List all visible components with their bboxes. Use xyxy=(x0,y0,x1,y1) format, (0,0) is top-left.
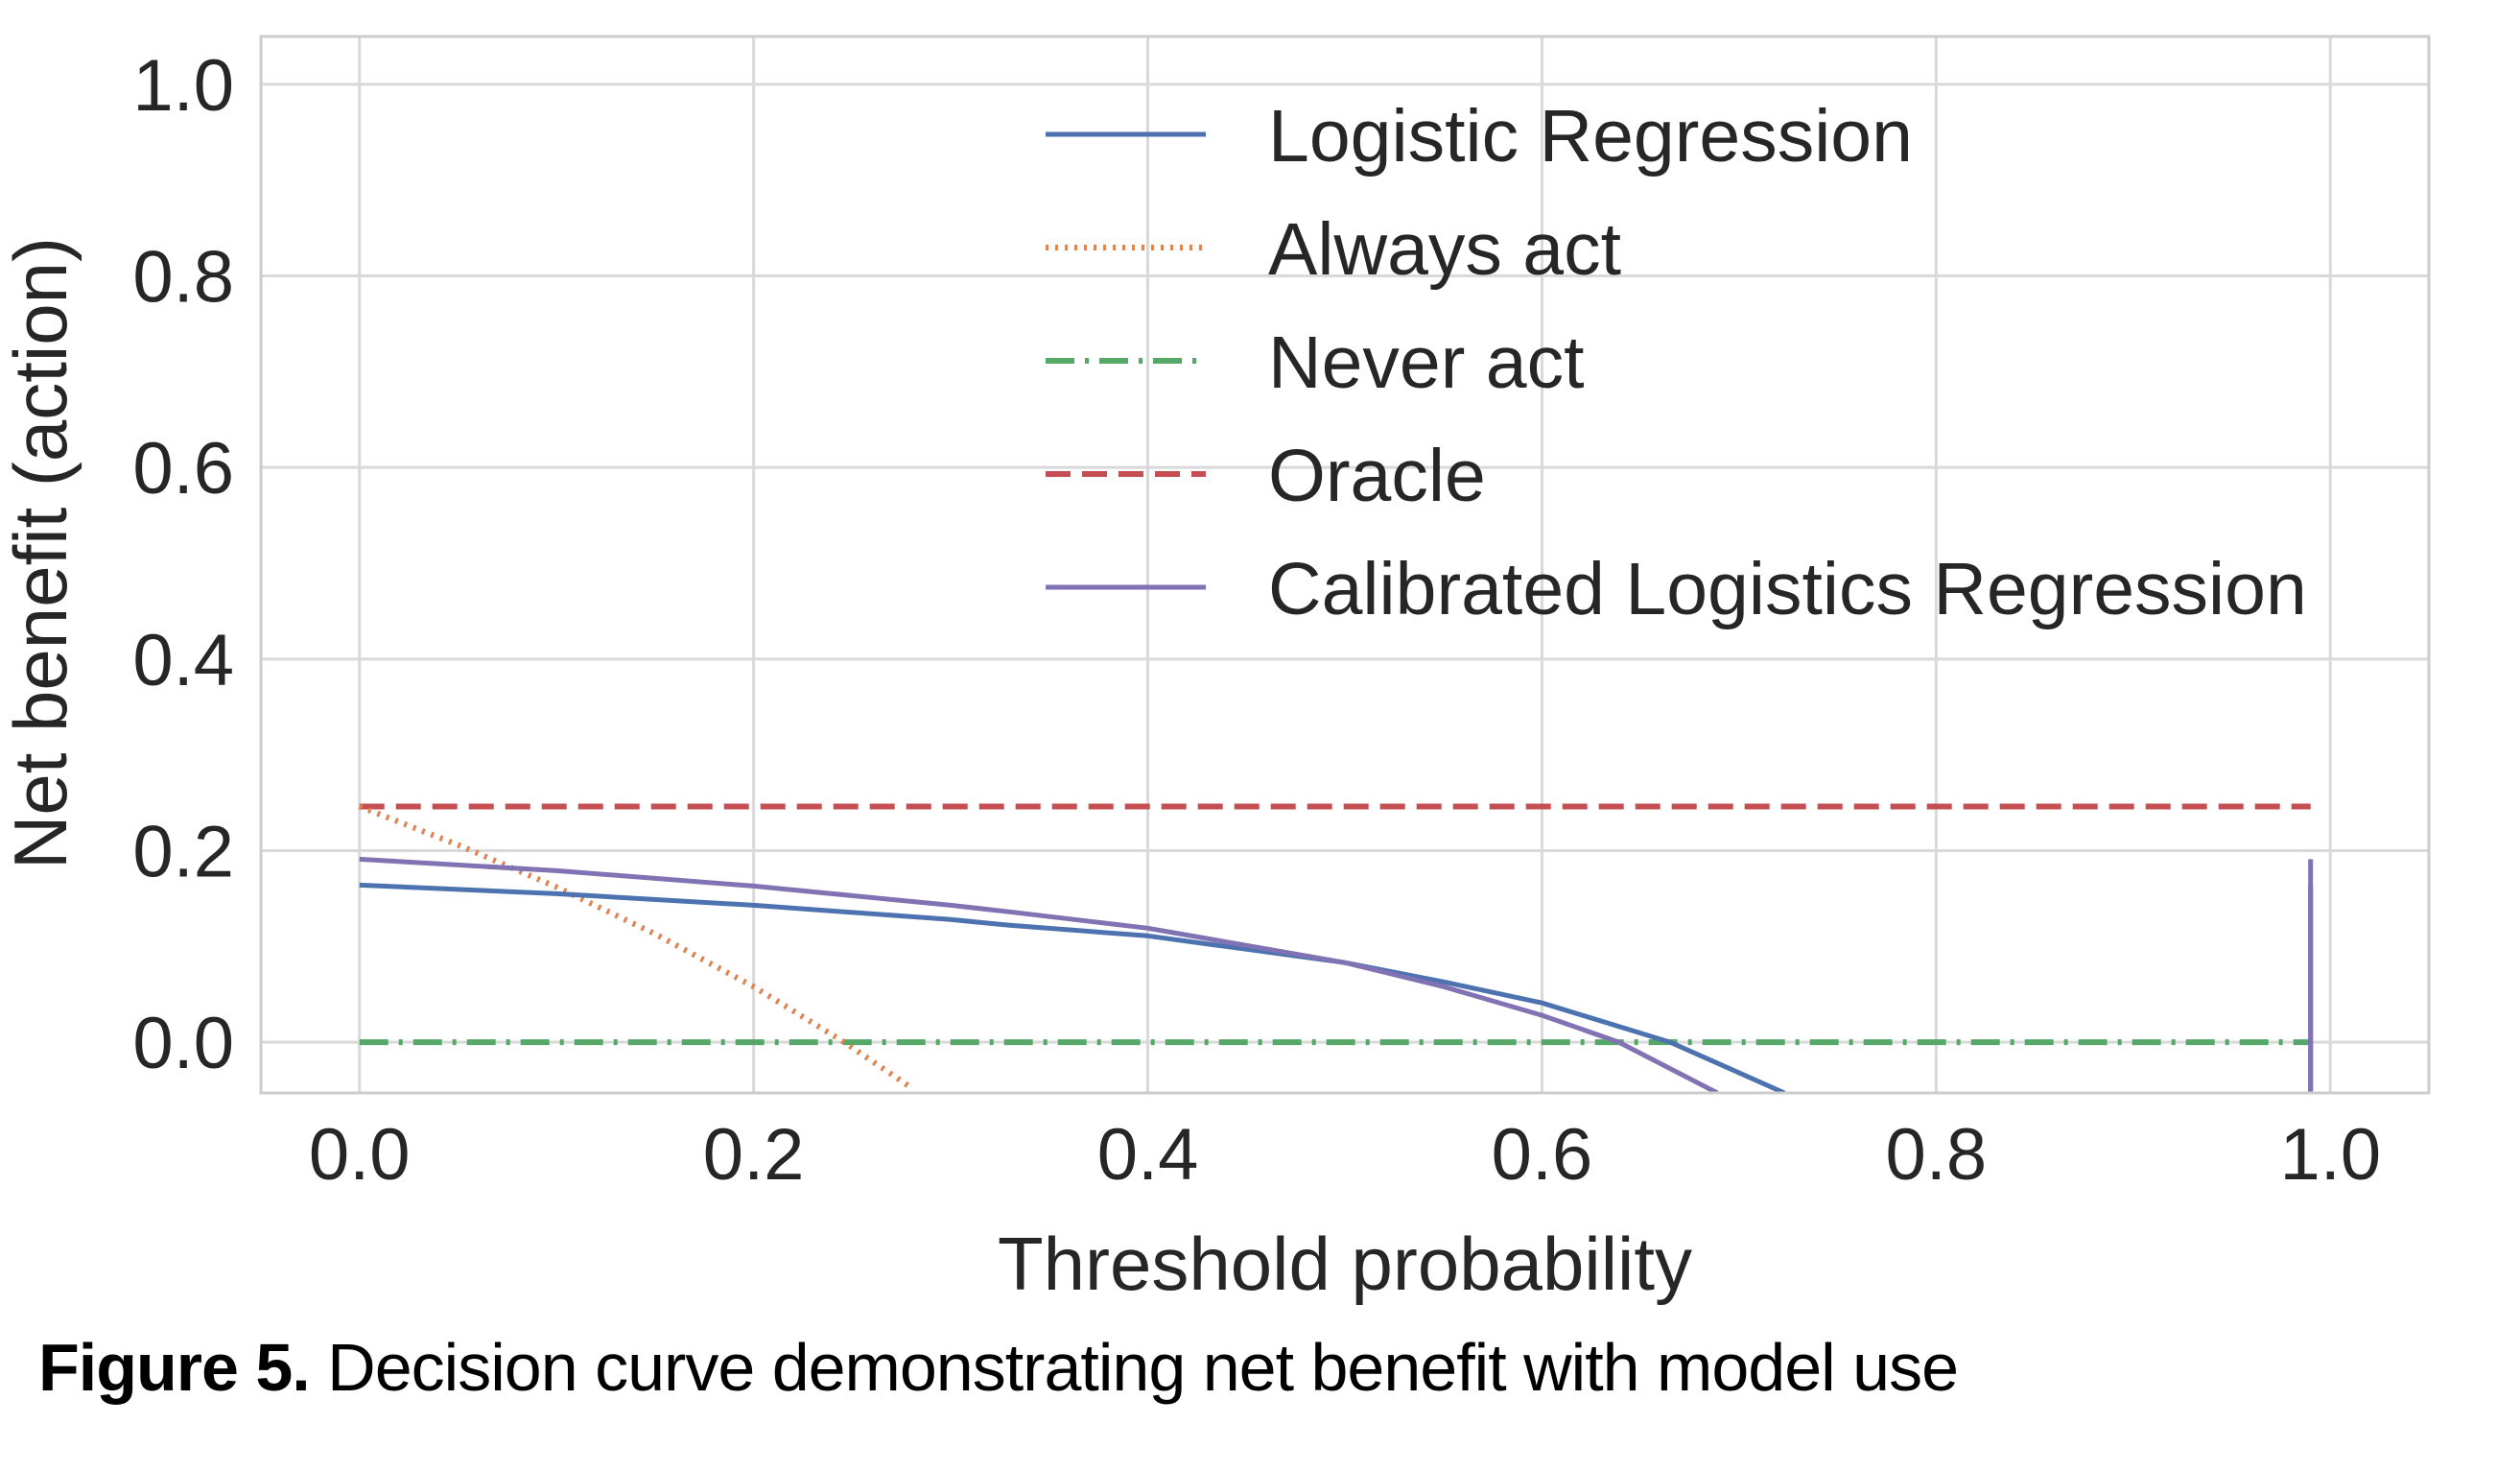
legend-label: Always act xyxy=(1268,208,1621,291)
legend-label: Oracle xyxy=(1268,435,1486,517)
y-tick-label: 0.0 xyxy=(132,1003,234,1084)
legend-item: Calibrated Logistics Regression xyxy=(1046,548,2307,630)
series-line-calibrated-logistics-regression xyxy=(359,856,2314,1093)
legend-item: Always act xyxy=(1046,208,1621,291)
y-tick-labels: 0.0 0.2 0.4 0.6 0.8 1.0 xyxy=(132,45,234,1084)
legend-item: Never act xyxy=(1046,321,1585,404)
y-tick-label: 0.4 xyxy=(132,620,234,701)
legend-item: Oracle xyxy=(1046,435,1486,517)
figure-caption: Figure 5. Decision curve demonstrating n… xyxy=(38,1329,1959,1406)
plot-frame xyxy=(259,35,2431,1095)
legend-label: Logistic Regression xyxy=(1268,95,1913,178)
legend-label: Calibrated Logistics Regression xyxy=(1268,548,2307,630)
figure-caption-text: Decision curve demonstrating net benefit… xyxy=(309,1330,1959,1405)
y-tick-label: 0.2 xyxy=(132,811,234,892)
series-line-always-act xyxy=(358,803,915,1092)
x-tick-label: 0.0 xyxy=(309,1114,411,1196)
legend-label: Never act xyxy=(1268,321,1585,404)
legend-item: Logistic Regression xyxy=(1046,95,1913,178)
x-tick-label: 0.8 xyxy=(1886,1114,1988,1196)
x-axis-label: Threshold probability xyxy=(998,1222,1692,1306)
y-tick-label: 0.6 xyxy=(132,428,234,510)
series-lines xyxy=(358,803,2314,1093)
y-tick-label: 1.0 xyxy=(132,45,234,127)
legend: Logistic Regression Always act Never act Or… xyxy=(1046,95,2307,630)
figure-caption-lead: Figure 5. xyxy=(38,1330,311,1405)
x-tick-label: 1.0 xyxy=(2279,1114,2381,1196)
x-tick-label: 0.2 xyxy=(703,1114,805,1196)
y-tick-label: 0.8 xyxy=(132,237,234,319)
y-axis-label: Net benefit (action) xyxy=(0,237,82,869)
plot-background xyxy=(261,36,2429,1093)
x-tick-labels: 0.0 0.2 0.4 0.6 0.8 1.0 xyxy=(309,1114,2381,1196)
x-tick-label: 0.6 xyxy=(1492,1114,1593,1196)
x-tick-label: 0.4 xyxy=(1097,1114,1199,1196)
